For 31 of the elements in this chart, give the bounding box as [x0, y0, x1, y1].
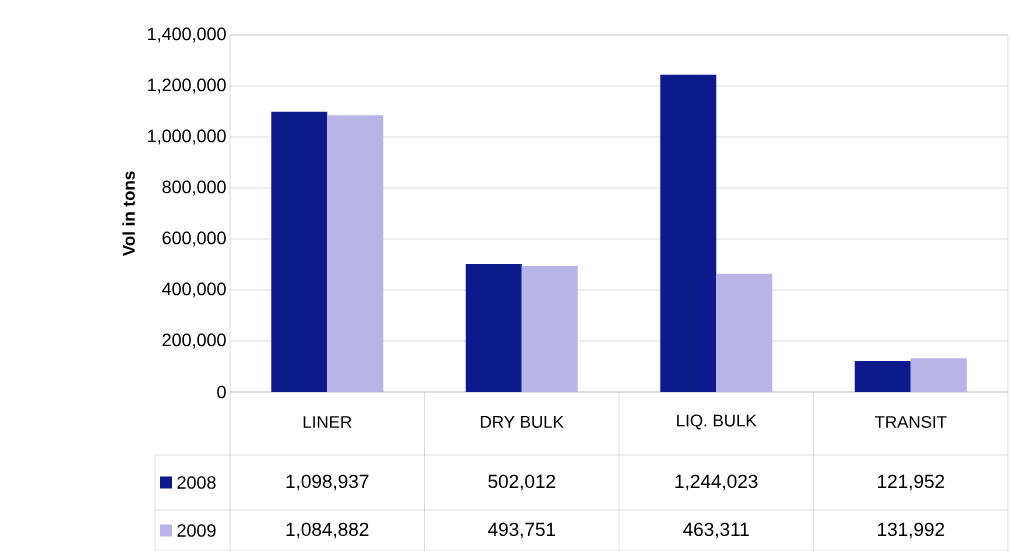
- y-tick-label: 800,000: [162, 180, 226, 196]
- y-tick-label: 400,000: [162, 282, 226, 298]
- y-tick-label: 600,000: [162, 231, 226, 247]
- data-label: 131,992: [878, 522, 945, 539]
- bar: [521, 265, 578, 392]
- data-label: 1,098,937: [286, 474, 369, 491]
- data-label: 502,012: [488, 474, 556, 491]
- x-tick-label: TRANSIT: [874, 415, 947, 428]
- y-tick-label: 1,000,000: [148, 129, 226, 145]
- bar: [716, 273, 773, 392]
- y-tick-label: 0: [217, 385, 226, 399]
- data-label: 1,084,882: [286, 522, 369, 539]
- bar: [327, 115, 384, 392]
- y-tick-label: 1,400,000: [148, 27, 226, 43]
- x-tick-label: LINER: [303, 416, 352, 428]
- x-tick-label: LIQ. BULK: [677, 414, 757, 430]
- data-label: 1,244,023: [675, 474, 758, 491]
- bar: [660, 74, 717, 392]
- data-label: 121,952: [878, 474, 945, 491]
- y-tick-label: 200,000: [162, 333, 226, 349]
- data-label: 493,751: [488, 522, 556, 539]
- bar: [271, 111, 328, 392]
- data-label: 463,311: [683, 522, 749, 539]
- bar: [910, 358, 967, 392]
- y-tick-label: 1,200,000: [148, 78, 226, 94]
- legend-label: 2008: [177, 476, 216, 489]
- x-tick-label: DRY BULK: [480, 415, 564, 428]
- bar: [854, 360, 911, 392]
- legend-label: 2009: [177, 524, 216, 537]
- bar: [465, 263, 522, 392]
- y-axis-title: Vol in tons: [122, 171, 135, 256]
